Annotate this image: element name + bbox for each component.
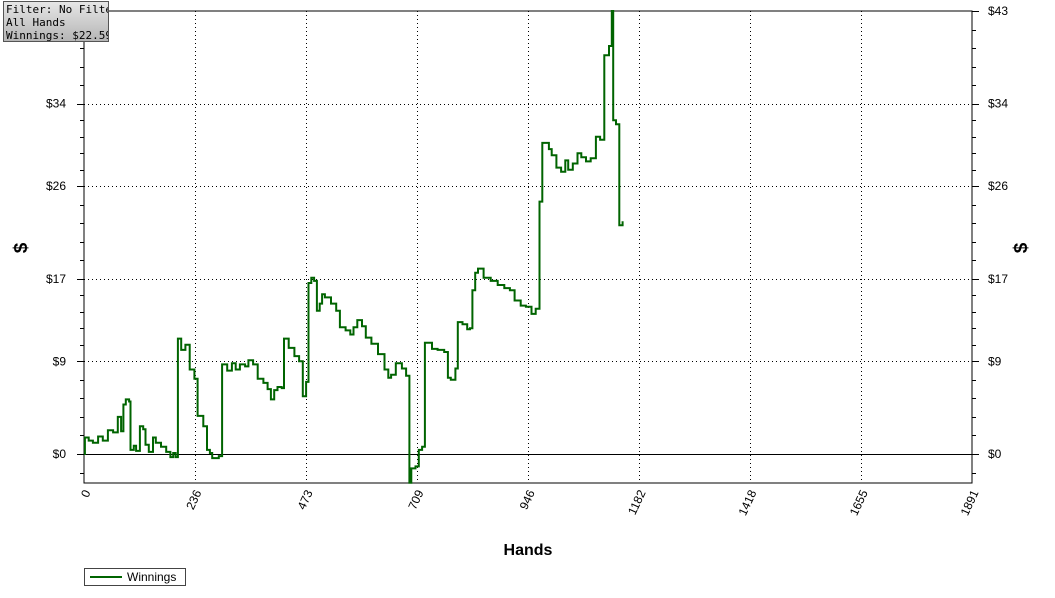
y-axis-title-left: $ [11, 242, 32, 253]
x-tick-label: 1655 [847, 487, 871, 517]
grid [84, 11, 972, 483]
x-tick-label: 1182 [625, 487, 649, 517]
legend-label: Winnings [127, 570, 177, 584]
y-tick-label-left: $26 [46, 179, 66, 193]
legend: Winnings [84, 568, 186, 586]
x-tick-label: 1891 [958, 487, 982, 517]
plot-frame [83, 10, 973, 484]
x-tick-label: 473 [295, 487, 316, 511]
y-tick-label-left: $34 [46, 97, 66, 111]
legend-swatch [90, 576, 122, 578]
filter-text: Filter: No Filter [6, 3, 109, 16]
x-axis-title: Hands [504, 542, 553, 559]
y-tick-label-right: $0 [988, 447, 1002, 461]
hands-text: All Hands [6, 16, 66, 29]
y-tick-label-right: $26 [988, 179, 1008, 193]
y-axis-title-right: $ [1011, 242, 1032, 253]
y-tick-label-right: $9 [988, 354, 1002, 368]
series-line-winnings [83, 10, 624, 484]
y-tick-label-left: $0 [53, 447, 67, 461]
y-tick-label-left: $17 [46, 272, 66, 286]
y-tick-label-right: $34 [988, 97, 1008, 111]
y-tick-label-right: $17 [988, 272, 1008, 286]
y-tick-label-right: $43 [988, 4, 1008, 18]
series [83, 10, 624, 484]
y-tick-label-left: $9 [53, 354, 67, 368]
x-tick-label: 709 [405, 487, 426, 511]
info-box: Filter: No Filter All Hands Winnings: $2… [3, 1, 109, 42]
x-tick-label: 946 [517, 487, 538, 511]
x-tick-label: 1418 [736, 487, 760, 517]
x-tick-label: 236 [183, 487, 204, 511]
x-tick-label: 0 [78, 487, 94, 499]
winnings-text: Winnings: $22.59 [6, 29, 109, 42]
axes: 0 236 473 709 946 1182 1418 1655 1891 $0 $0 $9 $9 $17… [46, 4, 1008, 518]
